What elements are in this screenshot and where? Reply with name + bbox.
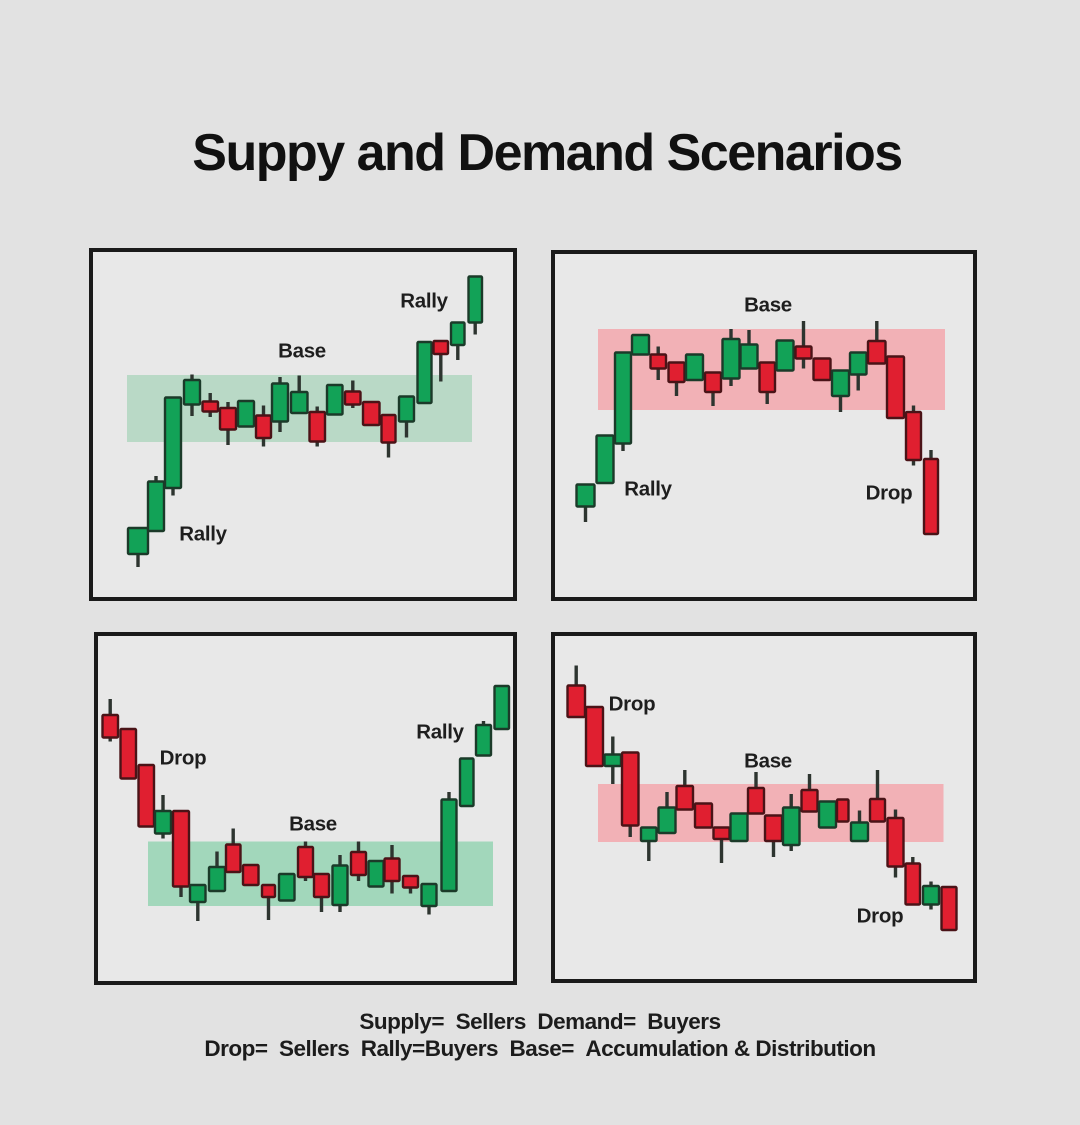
svg-text:Drop: Drop [609, 693, 656, 716]
svg-text:Base: Base [744, 750, 792, 773]
svg-text:Drop: Drop [160, 747, 207, 770]
svg-text:Drop: Drop [857, 905, 904, 928]
svg-text:Rally: Rally [400, 290, 448, 313]
svg-text:Base: Base [289, 813, 337, 836]
svg-text:Rally: Rally [179, 523, 227, 546]
svg-text:Base: Base [278, 340, 326, 363]
svg-text:Rally: Rally [416, 721, 464, 744]
svg-text:Rally: Rally [624, 478, 672, 501]
svg-text:Base: Base [744, 294, 792, 317]
svg-text:Drop: Drop [866, 482, 913, 505]
